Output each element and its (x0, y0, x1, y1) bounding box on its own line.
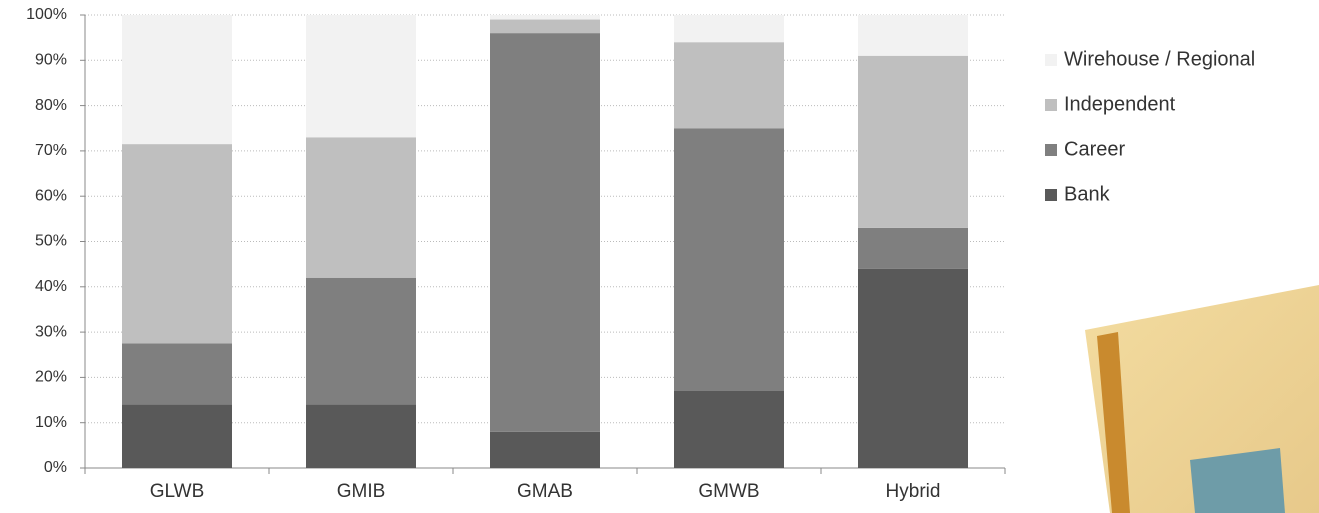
x-tick-label: GLWB (150, 481, 205, 502)
bar-segment (674, 391, 784, 468)
y-tick-label: 20% (35, 369, 67, 386)
y-tick-label: 40% (35, 278, 67, 295)
bar-segment (490, 20, 600, 34)
y-tick-label: 80% (35, 97, 67, 114)
bar-segment (490, 432, 600, 468)
bar-segment (858, 228, 968, 269)
bar-segment (674, 128, 784, 391)
legend-swatch (1045, 189, 1057, 201)
bar-segment (490, 33, 600, 432)
legend-swatch (1045, 54, 1057, 66)
x-tick-label: GMIB (337, 481, 386, 502)
bar-segment (306, 15, 416, 137)
y-tick-label: 90% (35, 52, 67, 69)
bar-segment (490, 15, 600, 20)
bar-segment (858, 269, 968, 468)
y-tick-label: 70% (35, 142, 67, 159)
legend-swatch (1045, 144, 1057, 156)
bar-segment (674, 15, 784, 42)
bar-segment (122, 405, 232, 468)
bar-segment (858, 15, 968, 56)
y-tick-label: 60% (35, 187, 67, 204)
legend-label: Career (1064, 138, 1125, 160)
bar-segment (306, 137, 416, 277)
x-tick-label: Hybrid (886, 481, 941, 502)
y-tick-label: 30% (35, 323, 67, 340)
bar-segment (122, 144, 232, 343)
legend-label: Independent (1064, 93, 1176, 115)
bar-segment (306, 405, 416, 468)
bar-segment (306, 278, 416, 405)
x-tick-label: GMWB (698, 481, 759, 502)
bar-segment (674, 42, 784, 128)
bar-segment (122, 343, 232, 404)
x-tick-label: GMAB (517, 481, 573, 502)
y-tick-label: 50% (35, 233, 67, 250)
legend-label: Wirehouse / Regional (1064, 48, 1255, 70)
bar-segment (858, 56, 968, 228)
bar-segment (122, 15, 232, 144)
legend-label: Bank (1064, 183, 1111, 205)
chart: 0% 10% 20% 30% 40% 50% 60% 70% 80% 90% 100% GLWB GMI… (0, 0, 1319, 513)
y-tick-label: 100% (26, 6, 67, 23)
y-tick-label: 0% (44, 459, 67, 476)
legend-swatch (1045, 99, 1057, 111)
decorative-photo (1085, 285, 1319, 513)
y-tick-label: 10% (35, 414, 67, 431)
